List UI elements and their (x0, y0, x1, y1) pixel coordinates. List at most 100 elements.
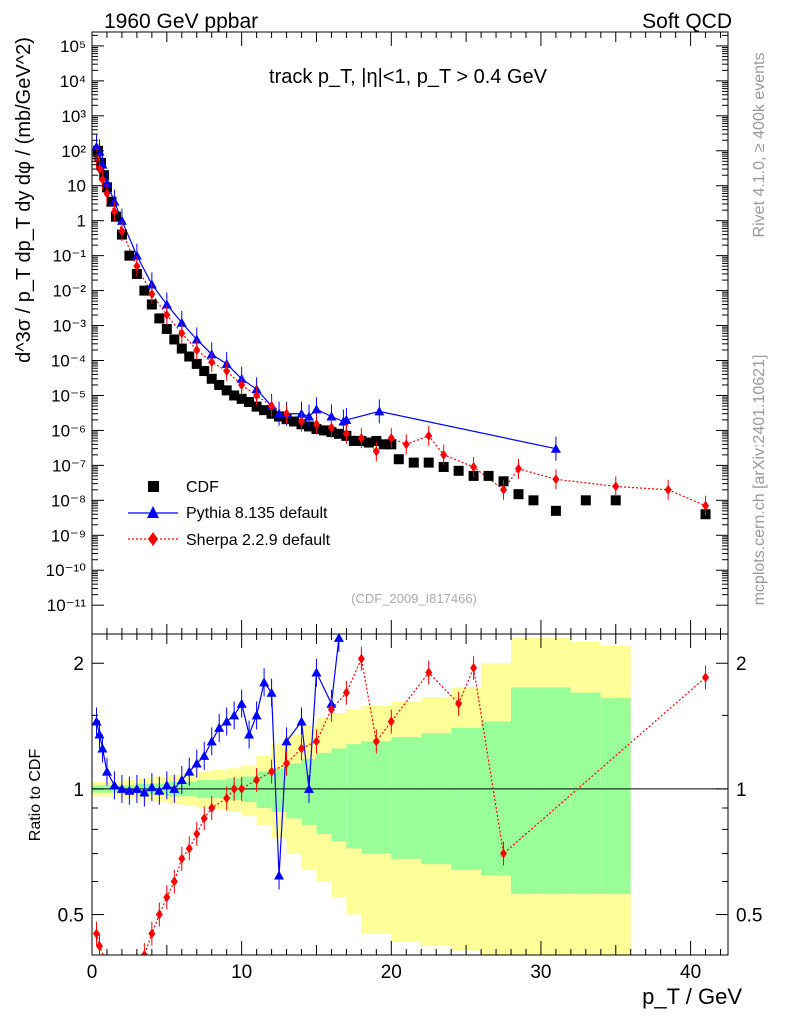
cdf-point (206, 373, 217, 384)
pythia-point (161, 299, 172, 309)
sherpa-point (298, 416, 306, 427)
ratio-y-tick-label-right: 0.5 (736, 906, 762, 927)
sherpa-point (357, 433, 365, 444)
main-y-tick-label: 10⁻¹¹ (47, 596, 87, 615)
cdf-point (438, 461, 449, 472)
x-tick-label: 0 (87, 962, 98, 983)
cdf-point (124, 250, 135, 261)
sherpa-ratio-point (155, 909, 163, 920)
main-y-tick-label: 1 (77, 212, 86, 231)
band-inner-segment (361, 741, 392, 854)
header-left: 1960 GeV ppbar (104, 10, 258, 33)
legend-pythia-label: Pythia 8.135 default (186, 505, 328, 522)
cdf-point (259, 405, 270, 416)
pythia-point (341, 414, 352, 424)
cdf-point (229, 390, 240, 401)
sherpa-point (470, 461, 478, 472)
sherpa-point (178, 328, 186, 339)
pythia-ratio-point (266, 687, 277, 697)
ratio-y-tick-label: 2 (73, 654, 84, 675)
sherpa-point (372, 446, 380, 457)
sherpa-point (95, 164, 103, 175)
sherpa-ratio-point (163, 892, 171, 903)
plot-title: track p_T, |η|<1, p_T > 0.4 GeV (269, 66, 548, 88)
legend: CDF Pythia 8.135 default Sherpa 2.2.9 de… (128, 479, 331, 549)
cdf-point (289, 416, 300, 427)
pythia-ratio-point (274, 870, 285, 880)
main-y-tick-label: 10 (67, 177, 86, 196)
cdf-point (513, 489, 524, 500)
sherpa-point (133, 261, 141, 272)
main-y-tick-label: 10² (61, 142, 86, 161)
sherpa-ratio-point (95, 941, 103, 952)
sherpa-point (440, 449, 448, 460)
band-inner-segment (511, 687, 541, 895)
sherpa-ratio-point (200, 813, 208, 824)
pythia-ratio-point (236, 698, 247, 708)
pythia-ratio-point (101, 766, 112, 776)
axes-frame: 10⁻¹¹10⁻¹⁰10⁻⁹10⁻⁸10⁻⁷10⁻⁶10⁻⁵10⁻⁴10⁻³10… (46, 31, 762, 983)
ratio-y-tick-label: 1 (73, 780, 84, 801)
ratio-y-axis-label: Ratio to CDF (27, 749, 44, 842)
x-axis-label: p_T / GeV (642, 984, 742, 1009)
pythia-ratio-point (139, 787, 150, 797)
sherpa-point (514, 463, 522, 474)
pythia-ratio-point (221, 716, 232, 726)
cdf-point (251, 401, 262, 412)
sherpa-ratio-point (118, 974, 125, 984)
band-inner-segment (391, 737, 422, 859)
ratio-y-tick-label-right: 2 (736, 654, 747, 675)
analysis-watermark: (CDF_2009_I817466) (351, 591, 477, 606)
ratio-panel-series (92, 634, 728, 984)
sherpa-line (95, 158, 706, 507)
sherpa-ratio-point (387, 716, 395, 727)
pythia-ratio-point (206, 736, 217, 746)
header-right: Soft QCD (642, 10, 732, 33)
ratio-panel-frame (91, 633, 729, 956)
pythia-point (109, 196, 120, 206)
pythia-ratio-point (124, 785, 135, 795)
sherpa-point (312, 419, 320, 430)
sherpa-ratio-point (223, 793, 231, 804)
main-y-tick-label: 10⁻⁴ (51, 352, 86, 371)
sherpa-ratio-point (470, 662, 478, 673)
cdf-point (184, 351, 195, 362)
main-y-tick-label: 10⁻¹ (52, 247, 86, 266)
sherpa-ratio-point (133, 959, 140, 969)
sherpa-point (103, 188, 111, 199)
pythia-ratio-point (333, 634, 344, 642)
sherpa-ratio-point (268, 766, 276, 777)
band-inner-segment (316, 752, 332, 834)
sherpa-point (425, 430, 433, 441)
main-y-tick-label: 10⁻⁵ (51, 386, 86, 405)
sherpa-point (253, 390, 261, 401)
sherpa-point (193, 344, 201, 355)
sherpa-ratio-point (327, 704, 335, 715)
cdf-point (371, 435, 382, 446)
pythia-point (116, 215, 127, 225)
cdf-point (110, 211, 121, 222)
main-y-tick-label: 10⁻³ (52, 317, 86, 336)
legend-sherpa-marker (148, 532, 158, 546)
sherpa-point (402, 439, 410, 450)
sherpa-ratio-point (230, 783, 238, 794)
pythia-point (131, 250, 142, 260)
sherpa-point (148, 288, 156, 299)
sherpa-ratio-point (283, 758, 291, 769)
cdf-point (408, 457, 419, 468)
pythia-ratio-point (311, 667, 322, 677)
x-tick-label: 40 (680, 962, 701, 983)
cdf-point (146, 299, 157, 310)
pythia-ratio-point (184, 766, 195, 776)
pythia-ratio-point (229, 710, 240, 720)
pythia-ratio-point (296, 716, 307, 726)
cdf-point (550, 505, 561, 516)
band-inner-segment (540, 687, 571, 895)
main-y-tick-label: 10⁻¹⁰ (46, 561, 87, 580)
pythia-ratio-point (176, 775, 187, 785)
band-inner-segment (451, 727, 482, 870)
pythia-ratio-point (109, 780, 120, 790)
cdf-point (528, 495, 539, 506)
cdf-point (161, 323, 172, 334)
